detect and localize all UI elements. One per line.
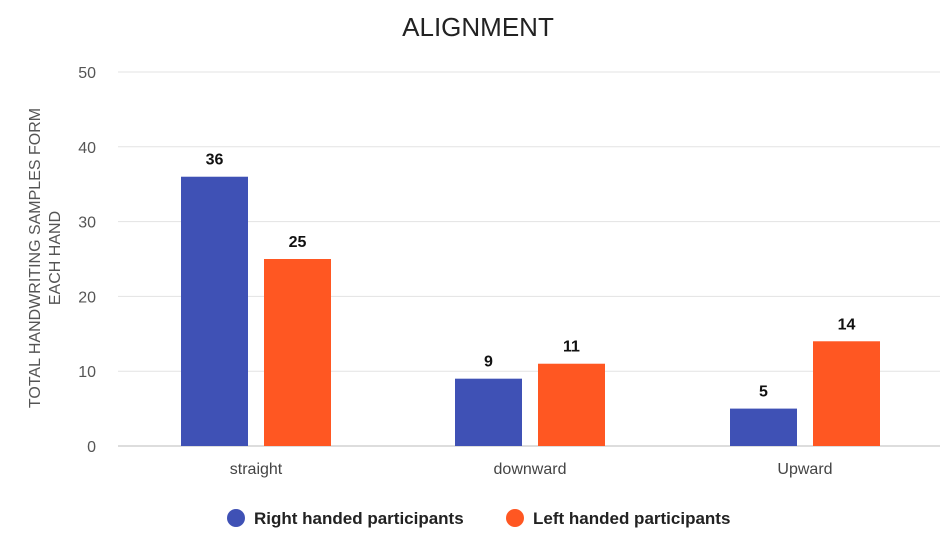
data-label: 5: [759, 384, 768, 401]
y-axis-label-line-1: TOTAL HANDWRITING SAMPLES FORM: [27, 108, 44, 408]
category-label: straight: [230, 461, 283, 478]
category-labels: straight downward Upward: [230, 461, 833, 478]
data-labels: 36 25 9 11 5 14: [206, 152, 856, 401]
category-label: downward: [494, 461, 567, 478]
data-label: 11: [563, 339, 580, 356]
legend-item-right-handed: Right handed participants: [227, 509, 464, 528]
legend: Right handed participants Left handed pa…: [227, 509, 730, 528]
bars: [181, 176, 880, 446]
legend-swatch-right-handed: [227, 509, 245, 527]
legend-label-right-handed: Right handed participants: [254, 509, 464, 528]
chart-title: ALIGNMENT: [402, 12, 554, 42]
y-tick-label: 30: [78, 215, 96, 232]
y-axis-label-line-2: EACH HAND: [47, 211, 64, 305]
bar-straight-series-1: [264, 259, 331, 446]
bar-downward-series-0: [455, 378, 522, 446]
data-label: 9: [484, 354, 493, 371]
gridlines: [118, 71, 940, 447]
category-label: Upward: [777, 461, 832, 478]
y-axis-label: TOTAL HANDWRITING SAMPLES FORM EACH HAND: [27, 108, 64, 408]
data-label: 14: [838, 316, 856, 333]
bar-downward-series-1: [538, 363, 605, 446]
legend-swatch-left-handed: [506, 509, 524, 527]
legend-item-left-handed: Left handed participants: [506, 509, 730, 528]
y-tick-label: 10: [78, 364, 96, 381]
data-label: 36: [206, 152, 224, 169]
y-tick-labels: 0 10 20 30 40 50: [78, 65, 96, 456]
y-tick-label: 50: [78, 65, 96, 82]
bar-straight-series-0: [181, 176, 248, 446]
data-label: 25: [289, 234, 307, 251]
bar-upward-series-1: [813, 341, 880, 446]
y-tick-label: 20: [78, 289, 96, 306]
y-tick-label: 0: [87, 439, 96, 456]
bar-upward-series-0: [730, 408, 797, 446]
y-tick-label: 40: [78, 140, 96, 157]
legend-label-left-handed: Left handed participants: [533, 509, 730, 528]
